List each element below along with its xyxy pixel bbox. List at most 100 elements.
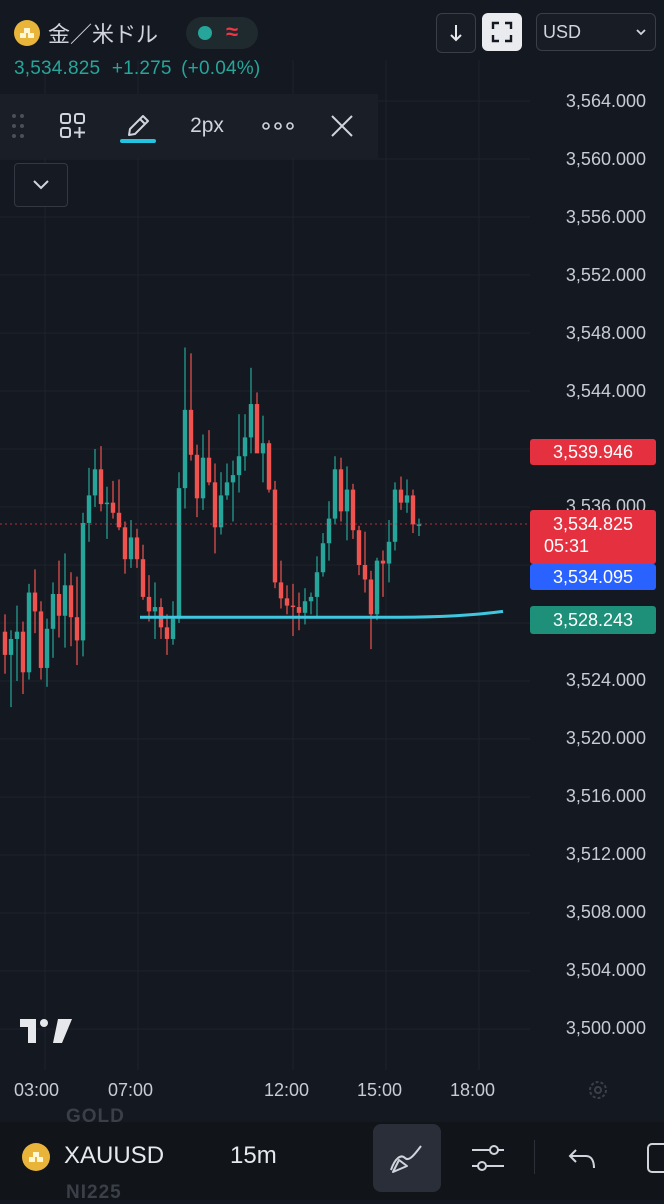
time-axis-label: 07:00 (108, 1080, 154, 1100)
candle-body (410, 495, 416, 525)
chevron-down-icon (636, 29, 646, 36)
drawing-tools-button[interactable] (373, 1124, 441, 1192)
candle-body (332, 469, 338, 519)
candle-body (110, 502, 116, 513)
fit-screen-icon (491, 21, 513, 43)
candle-body (2, 631, 8, 655)
candle-body (200, 457, 206, 499)
collapse-legend-button[interactable] (14, 163, 68, 207)
price-change-pct: (+0.04%) (181, 58, 261, 79)
symbol-button[interactable]: XAUUSD (64, 1142, 165, 1169)
price-axis-label: 3,560.000 (565, 149, 646, 169)
candle-series (2, 347, 422, 708)
candle-body (374, 560, 380, 615)
interval-button[interactable]: 15m (230, 1142, 277, 1169)
candle-body (146, 596, 152, 612)
candle-body (350, 489, 356, 531)
more-options-button[interactable] (258, 106, 298, 146)
bottom-bar: XAUUSD 15m (0, 1122, 664, 1200)
gold-icon (22, 1143, 50, 1171)
candle-body (176, 488, 182, 619)
price-change: +1.275 (111, 58, 172, 79)
current-price-tag: 3,534.825 05:31 (530, 510, 656, 564)
candle-body (206, 457, 212, 483)
price-axis-label: 3,512.000 (565, 844, 646, 864)
line-width-button[interactable]: 2px (182, 106, 232, 146)
draw-curve-icon (390, 1145, 422, 1173)
candle-body (122, 527, 128, 560)
drag-handle-icon[interactable] (10, 112, 26, 140)
candle-body (98, 469, 104, 505)
candle-body (386, 541, 392, 564)
candle-body (278, 582, 284, 599)
time-axis-label: 03:00 (14, 1080, 60, 1100)
price-axis-label: 3,548.000 (565, 323, 646, 343)
candle-body (230, 475, 236, 483)
market-open-dot-icon (198, 26, 213, 40)
candle-body (368, 579, 374, 615)
add-to-favorites-button[interactable] (56, 106, 90, 146)
candle-body (50, 594, 56, 629)
candle-body (188, 409, 194, 455)
candle-body (152, 607, 158, 612)
chevron-down-icon (33, 180, 49, 190)
price-readout: 3,534.825 +1.275 (+0.04%) (14, 58, 260, 80)
candle-body (398, 489, 404, 503)
scroll-latest-button[interactable] (436, 13, 476, 53)
undo-icon[interactable] (566, 1142, 600, 1174)
candle-body (218, 495, 224, 528)
price-axis-label: 3,516.000 (565, 786, 646, 806)
candle-body (380, 560, 386, 564)
candle-body (404, 495, 410, 503)
candle-body (362, 565, 368, 580)
realtime-wave-icon: ≈ (226, 19, 239, 44)
candle-body (416, 524, 422, 526)
candle-body (128, 537, 134, 560)
candle-body (242, 437, 248, 457)
candle-body (254, 404, 260, 454)
line-level-tag: 3,528.243 (530, 606, 656, 634)
currency-select[interactable]: USD (536, 13, 656, 51)
close-icon (331, 115, 353, 137)
drawn-horizontal-line (140, 609, 504, 619)
candle-body (272, 489, 278, 583)
price-axis-label: 3,564.000 (565, 91, 646, 111)
watchlist-ghost-label: GOLD (66, 1106, 125, 1127)
candle-body (32, 592, 38, 612)
price-axis-label: 3,524.000 (565, 670, 646, 690)
symbol-row[interactable]: 金／米ドル ≈ (14, 16, 259, 50)
price-axis-label: 3,556.000 (565, 207, 646, 227)
drawing-toolbar: 2px (0, 94, 378, 158)
candle-body (56, 594, 62, 616)
candle-body (182, 409, 188, 489)
gear-icon[interactable] (586, 1078, 610, 1102)
candle-body (8, 638, 14, 655)
grid-plus-icon (60, 113, 85, 138)
candle-body (344, 489, 350, 512)
candle-body (20, 631, 26, 673)
price-axis-label: 3,544.000 (565, 381, 646, 401)
candle-body (224, 482, 230, 496)
candle-body (134, 537, 140, 560)
candle-body (164, 627, 170, 639)
candle-body (68, 585, 74, 618)
last-price: 3,534.825 (14, 58, 101, 79)
candle-body (104, 502, 110, 505)
indicators-settings-icon[interactable] (468, 1140, 508, 1176)
redo-icon[interactable] (640, 1138, 664, 1178)
candle-body (248, 404, 254, 438)
price-axis-label: 3,520.000 (565, 728, 646, 748)
tradingview-logo (20, 1019, 72, 1043)
candle-body (92, 469, 98, 496)
candle-body (236, 456, 242, 476)
candle-body (194, 454, 200, 499)
price-axis-label: 3,500.000 (565, 1018, 646, 1038)
candle-body (140, 559, 146, 597)
close-toolbar-button[interactable] (324, 106, 360, 146)
line-color-button[interactable] (120, 106, 156, 146)
auto-fit-button[interactable] (482, 13, 522, 51)
candle-body (314, 572, 320, 597)
candle-body (290, 605, 296, 608)
market-status-pill[interactable]: ≈ (186, 17, 259, 49)
